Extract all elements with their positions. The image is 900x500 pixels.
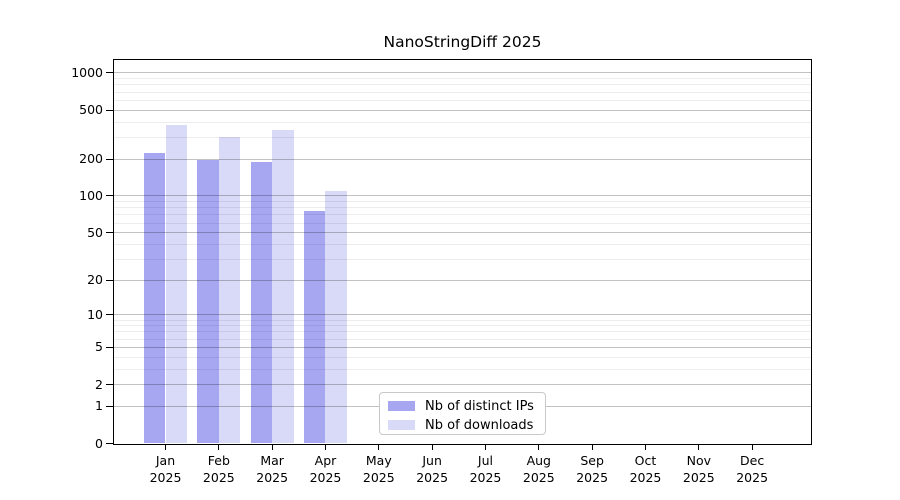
gridline-60 <box>114 222 811 224</box>
x-tick-mark-jul-2025 <box>484 444 486 450</box>
x-tick-mark-oct-2025 <box>644 444 646 450</box>
y-tick-label-1: 1 <box>95 398 103 414</box>
gridline-400 <box>114 121 811 123</box>
gridline-30 <box>114 258 811 260</box>
gridline-50 <box>114 232 811 234</box>
y-tick-mark-2 <box>106 384 113 386</box>
gridline-80 <box>114 207 811 209</box>
x-tick-label-jul-2025: Jul 2025 <box>469 452 502 485</box>
x-tick-mark-feb-2025 <box>218 444 220 450</box>
bar-distinct-ips-jan-2025 <box>143 152 166 444</box>
y-tick-label-200: 200 <box>79 151 103 167</box>
x-tick-label-sep-2025: Sep 2025 <box>576 452 609 485</box>
gridline-5 <box>114 346 811 348</box>
y-tick-mark-0 <box>106 443 113 444</box>
x-tick-mark-jun-2025 <box>431 444 433 450</box>
legend-item-distinct-ips: Nb of distinct IPs <box>388 397 545 415</box>
bar-downloads-jan-2025 <box>165 125 188 444</box>
gridline-70 <box>114 214 811 216</box>
chart-title: NanoStringDiff 2025 <box>383 33 542 51</box>
x-tick-label-aug-2025: Aug 2025 <box>522 452 555 485</box>
y-tick-mark-200 <box>106 158 113 160</box>
y-tick-label-500: 500 <box>79 102 103 118</box>
bar-downloads-apr-2025 <box>325 190 348 444</box>
gridline-7 <box>114 331 811 333</box>
y-tick-mark-1 <box>106 405 113 407</box>
gridline-4 <box>114 356 811 358</box>
x-tick-mark-dec-2025 <box>751 444 753 450</box>
bar-downloads-feb-2025 <box>218 136 241 444</box>
gridline-100 <box>114 195 811 197</box>
gridline-800 <box>114 84 811 86</box>
gridline-8 <box>114 325 811 327</box>
y-tick-label-1000: 1000 <box>71 64 103 80</box>
gridline-700 <box>114 91 811 93</box>
x-tick-mark-nov-2025 <box>698 444 700 450</box>
y-tick-label-5: 5 <box>95 339 103 355</box>
gridline-600 <box>114 99 811 101</box>
y-tick-label-2: 2 <box>95 376 103 392</box>
gridline-3 <box>114 368 811 370</box>
gridline-10 <box>114 314 811 316</box>
y-tick-label-0: 0 <box>95 435 103 451</box>
bar-distinct-ips-feb-2025 <box>197 159 219 444</box>
x-tick-label-jan-2025: Jan 2025 <box>149 452 182 485</box>
gridline-900 <box>114 78 811 80</box>
legend-label-downloads: Nb of downloads <box>425 417 534 433</box>
legend-swatch-distinct-ips-icon <box>388 401 415 411</box>
legend-label-distinct-ips: Nb of distinct IPs <box>425 398 534 414</box>
x-tick-label-dec-2025: Dec 2025 <box>736 452 769 485</box>
y-tick-mark-20 <box>106 279 113 281</box>
x-tick-label-feb-2025: Feb 2025 <box>202 452 235 485</box>
gridline-20 <box>114 279 811 281</box>
y-tick-mark-10 <box>106 314 113 316</box>
x-tick-label-nov-2025: Nov 2025 <box>682 452 715 485</box>
legend: Nb of distinct IPs Nb of downloads <box>379 392 546 435</box>
y-tick-mark-500 <box>106 109 113 111</box>
x-tick-label-apr-2025: Apr 2025 <box>309 452 342 485</box>
x-tick-mark-may-2025 <box>378 444 380 450</box>
bar-distinct-ips-mar-2025 <box>250 161 273 444</box>
gridline-2 <box>114 384 811 386</box>
gridline-90 <box>114 201 811 203</box>
gridline-6 <box>114 338 811 340</box>
x-tick-mark-sep-2025 <box>591 444 593 450</box>
x-tick-mark-jan-2025 <box>165 444 166 450</box>
y-tick-label-100: 100 <box>79 187 103 203</box>
legend-item-downloads: Nb of downloads <box>388 416 545 434</box>
gridline-300 <box>114 136 811 138</box>
x-tick-mark-apr-2025 <box>324 444 326 450</box>
gridline-200 <box>114 158 811 160</box>
y-tick-mark-5 <box>106 346 113 348</box>
gridline-500 <box>114 109 811 111</box>
x-tick-label-oct-2025: Oct 2025 <box>629 452 662 485</box>
y-tick-label-50: 50 <box>87 224 103 240</box>
gridline-9 <box>114 319 811 321</box>
x-tick-mark-mar-2025 <box>271 444 273 450</box>
x-tick-label-may-2025: May 2025 <box>362 452 395 485</box>
gridline-40 <box>114 243 811 245</box>
x-tick-mark-aug-2025 <box>538 444 540 450</box>
bar-downloads-mar-2025 <box>272 130 294 444</box>
bar-distinct-ips-apr-2025 <box>303 211 326 444</box>
x-tick-label-jun-2025: Jun 2025 <box>416 452 449 485</box>
x-tick-label-mar-2025: Mar 2025 <box>256 452 289 485</box>
y-tick-label-10: 10 <box>87 306 103 322</box>
y-tick-mark-100 <box>106 195 113 197</box>
legend-swatch-downloads-icon <box>388 420 415 430</box>
y-tick-mark-50 <box>106 232 113 234</box>
y-tick-label-20: 20 <box>87 272 103 288</box>
y-tick-mark-1000 <box>106 72 113 74</box>
gridline-1000 <box>114 72 811 74</box>
